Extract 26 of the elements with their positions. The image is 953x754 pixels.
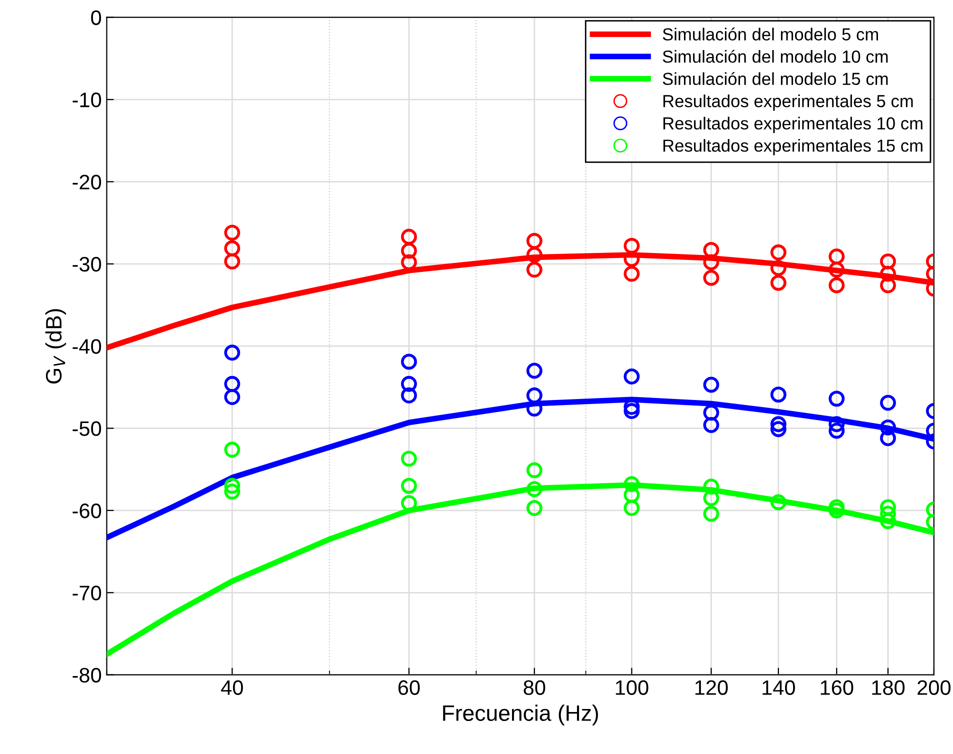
y-axis-title: G$_{V}$ (dB): [45, 309, 66, 384]
x-tick-label: 60: [398, 680, 420, 695]
x-tick-label: 120: [695, 680, 728, 695]
y-tick-label: -50: [72, 421, 102, 436]
x-tick-label: 140: [762, 680, 795, 695]
x-tick-label: 100: [616, 680, 648, 695]
x-tick-label: 200: [918, 680, 951, 695]
y-tick-label: -60: [72, 503, 102, 518]
legend-label: Resultados experimentales 10 cm: [663, 116, 922, 133]
legend-label: Resultados experimentales 15 cm: [663, 139, 922, 156]
y-tick-label: -80: [72, 668, 102, 683]
y-tick-label: -70: [72, 586, 102, 600]
x-tick-label: 40: [221, 680, 243, 695]
y-tick-label: -30: [72, 256, 102, 272]
legend-label: Resultados experimentales 5 cm: [663, 94, 913, 111]
y-tick-label: -10: [72, 92, 102, 108]
x-axis-title: Frecuencia (Hz): [443, 704, 598, 726]
y-tick-label: -20: [72, 174, 102, 190]
x-tick-label: 160: [820, 680, 854, 695]
y-tick-label: -40: [72, 339, 102, 354]
y-tick-label: 0: [91, 10, 102, 26]
legend-label: Simulación del modelo 5 cm: [662, 28, 878, 41]
x-tick-label: 180: [872, 680, 905, 695]
legend-label: Simulación del modelo 10 cm: [662, 50, 888, 63]
legend-label: Simulación del modelo 15 cm: [662, 72, 888, 86]
x-tick-label: 80: [524, 680, 546, 695]
